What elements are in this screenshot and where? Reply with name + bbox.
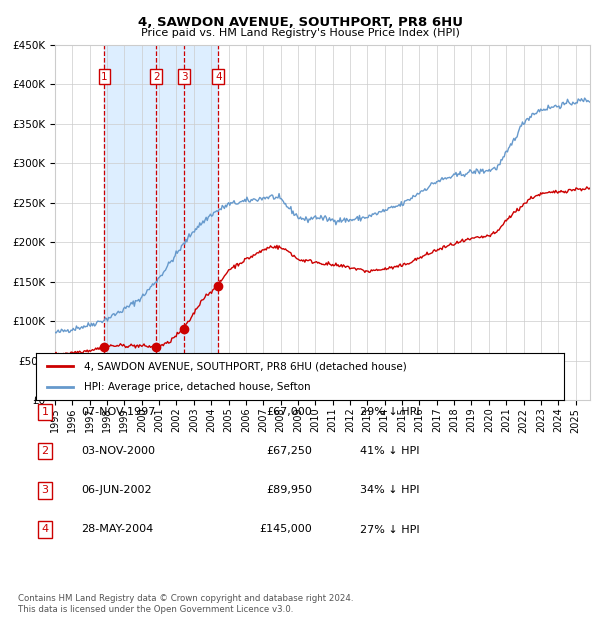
Text: 27% ↓ HPI: 27% ↓ HPI xyxy=(360,525,419,534)
Text: HPI: Average price, detached house, Sefton: HPI: Average price, detached house, Seft… xyxy=(83,382,310,392)
Text: 28-MAY-2004: 28-MAY-2004 xyxy=(81,525,153,534)
Text: 4: 4 xyxy=(215,71,221,82)
Text: 4: 4 xyxy=(41,525,49,534)
Bar xyxy=(104,45,218,400)
Text: 1: 1 xyxy=(101,71,108,82)
Text: £89,950: £89,950 xyxy=(266,485,312,495)
Text: £67,000: £67,000 xyxy=(266,407,312,417)
Text: Price paid vs. HM Land Registry's House Price Index (HPI): Price paid vs. HM Land Registry's House … xyxy=(140,28,460,38)
Text: £67,250: £67,250 xyxy=(266,446,312,456)
Text: Contains HM Land Registry data © Crown copyright and database right 2024.: Contains HM Land Registry data © Crown c… xyxy=(18,593,353,603)
Text: 3: 3 xyxy=(181,71,187,82)
Text: 07-NOV-1997: 07-NOV-1997 xyxy=(81,407,155,417)
Text: 34% ↓ HPI: 34% ↓ HPI xyxy=(360,485,419,495)
Text: 41% ↓ HPI: 41% ↓ HPI xyxy=(360,446,419,456)
Text: 3: 3 xyxy=(41,485,49,495)
Text: 2: 2 xyxy=(41,446,49,456)
Text: 06-JUN-2002: 06-JUN-2002 xyxy=(81,485,152,495)
Text: This data is licensed under the Open Government Licence v3.0.: This data is licensed under the Open Gov… xyxy=(18,604,293,614)
Text: 4, SAWDON AVENUE, SOUTHPORT, PR8 6HU (detached house): 4, SAWDON AVENUE, SOUTHPORT, PR8 6HU (de… xyxy=(83,361,406,371)
Text: £145,000: £145,000 xyxy=(259,525,312,534)
Text: 2: 2 xyxy=(153,71,160,82)
Text: 03-NOV-2000: 03-NOV-2000 xyxy=(81,446,155,456)
Text: 1: 1 xyxy=(41,407,49,417)
Text: 29% ↓ HPI: 29% ↓ HPI xyxy=(360,407,419,417)
Text: 4, SAWDON AVENUE, SOUTHPORT, PR8 6HU: 4, SAWDON AVENUE, SOUTHPORT, PR8 6HU xyxy=(137,16,463,29)
